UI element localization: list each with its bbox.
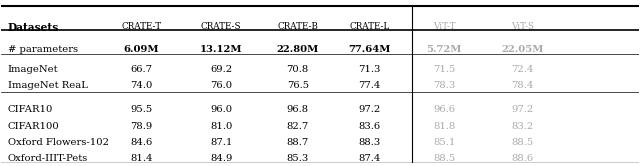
Text: 96.8: 96.8 (287, 105, 308, 114)
Text: 87.1: 87.1 (210, 138, 232, 147)
Text: 97.2: 97.2 (358, 105, 381, 114)
Text: 88.7: 88.7 (287, 138, 309, 147)
Text: 70.8: 70.8 (287, 65, 309, 74)
Text: 88.5: 88.5 (511, 138, 534, 147)
Text: ViT-S: ViT-S (511, 22, 534, 31)
Text: 83.6: 83.6 (358, 122, 381, 130)
Text: ImageNet ReaL: ImageNet ReaL (8, 81, 88, 90)
Text: 88.3: 88.3 (358, 138, 381, 147)
Text: CRATE-B: CRATE-B (277, 22, 318, 31)
Text: 96.0: 96.0 (210, 105, 232, 114)
Text: 77.4: 77.4 (358, 81, 381, 90)
Text: 85.1: 85.1 (433, 138, 456, 147)
Text: 71.3: 71.3 (358, 65, 381, 74)
Text: 78.4: 78.4 (511, 81, 534, 90)
Text: CRATE-S: CRATE-S (201, 22, 241, 31)
Text: 77.64M: 77.64M (349, 45, 391, 54)
Text: 85.3: 85.3 (287, 154, 309, 163)
Text: Oxford Flowers-102: Oxford Flowers-102 (8, 138, 109, 147)
Text: 5.72M: 5.72M (427, 45, 462, 54)
Text: 95.5: 95.5 (131, 105, 153, 114)
Text: ImageNet: ImageNet (8, 65, 58, 74)
Text: 82.7: 82.7 (287, 122, 309, 130)
Text: 88.6: 88.6 (511, 154, 534, 163)
Text: 22.80M: 22.80M (276, 45, 319, 54)
Text: CIFAR10: CIFAR10 (8, 105, 53, 114)
Text: 72.4: 72.4 (511, 65, 534, 74)
Text: CRATE-T: CRATE-T (122, 22, 162, 31)
Text: 76.0: 76.0 (210, 81, 232, 90)
Text: CRATE-L: CRATE-L (349, 22, 390, 31)
Text: 71.5: 71.5 (433, 65, 456, 74)
Text: 81.8: 81.8 (433, 122, 456, 130)
Text: ViT-T: ViT-T (433, 22, 456, 31)
Text: 83.2: 83.2 (511, 122, 534, 130)
Text: 13.12M: 13.12M (200, 45, 243, 54)
Text: 81.0: 81.0 (210, 122, 232, 130)
Text: 84.6: 84.6 (131, 138, 153, 147)
Text: 76.5: 76.5 (287, 81, 308, 90)
Text: 22.05M: 22.05M (502, 45, 544, 54)
Text: 6.09M: 6.09M (124, 45, 159, 54)
Text: Datasets: Datasets (8, 22, 59, 33)
Text: 88.5: 88.5 (433, 154, 456, 163)
Text: 96.6: 96.6 (433, 105, 455, 114)
Text: Oxford-IIIT-Pets: Oxford-IIIT-Pets (8, 154, 88, 163)
Text: 87.4: 87.4 (358, 154, 381, 163)
Text: CIFAR100: CIFAR100 (8, 122, 60, 130)
Text: 78.9: 78.9 (131, 122, 153, 130)
Text: 74.0: 74.0 (131, 81, 153, 90)
Text: 66.7: 66.7 (131, 65, 152, 74)
Text: 81.4: 81.4 (131, 154, 153, 163)
Text: 69.2: 69.2 (210, 65, 232, 74)
Text: 78.3: 78.3 (433, 81, 456, 90)
Text: 84.9: 84.9 (210, 154, 232, 163)
Text: 97.2: 97.2 (511, 105, 534, 114)
Text: # parameters: # parameters (8, 45, 78, 54)
